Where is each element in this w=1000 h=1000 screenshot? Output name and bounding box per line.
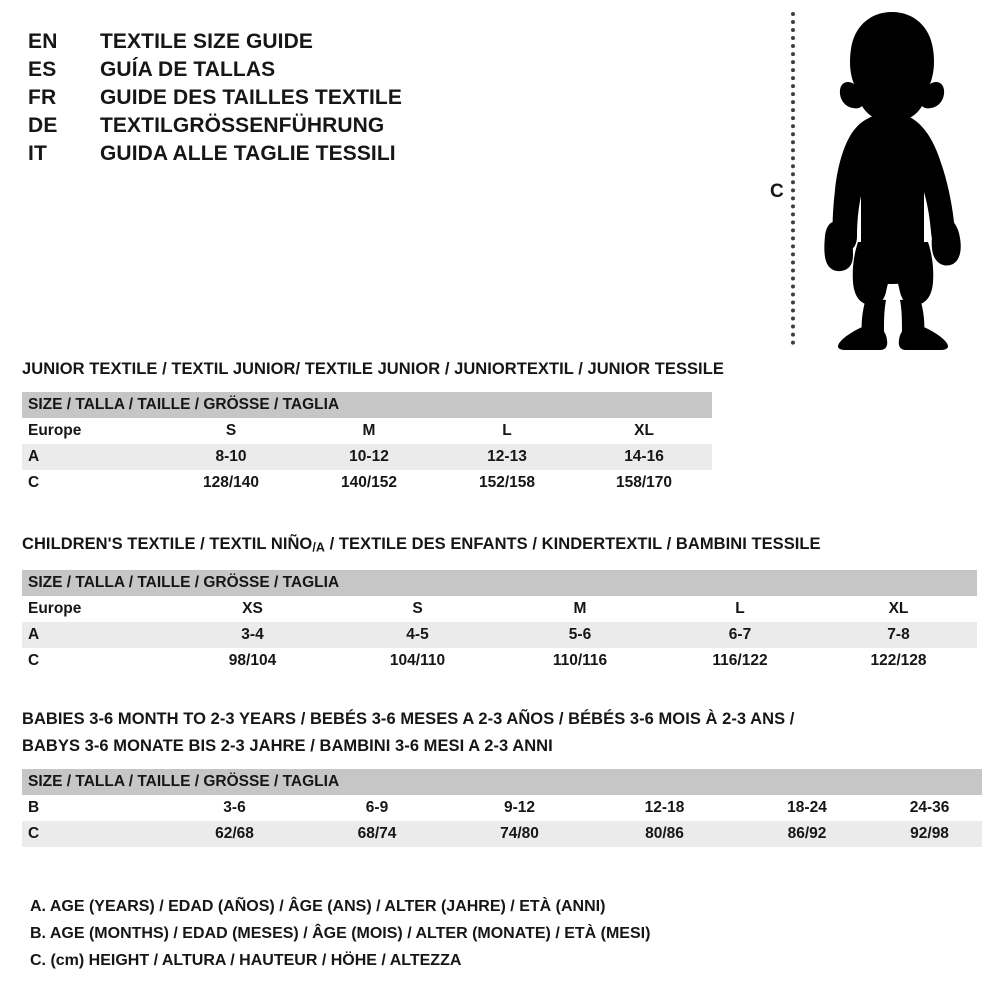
- children-height-xl: 122/128: [820, 648, 977, 675]
- junior-size-l: L: [438, 418, 576, 444]
- legend-line-b: B. AGE (MONTHS) / EDAD (MESES) / ÂGE (MO…: [30, 925, 651, 942]
- height-axis-label: C: [770, 181, 784, 202]
- children-size-band-label: SIZE / TALLA / TAILLE / GRÖSSE / TAGLIA: [22, 570, 977, 597]
- children-section-title: CHILDREN'S TEXTILE / TEXTIL NIÑO/A / TEX…: [22, 533, 977, 559]
- legend-line-a: A. AGE (YEARS) / EDAD (AÑOS) / ÂGE (ANS)…: [30, 898, 606, 915]
- junior-size-s: S: [162, 418, 300, 444]
- language-header-block: EN TEXTILE SIZE GUIDE ES GUÍA DE TALLAS …: [28, 28, 448, 168]
- babies-months-4: 12-18: [592, 795, 737, 821]
- language-row-en: EN TEXTILE SIZE GUIDE: [28, 28, 448, 56]
- babies-size-band-label: SIZE / TALLA / TAILLE / GRÖSSE / TAGLIA: [22, 769, 983, 795]
- junior-size-m: M: [300, 418, 438, 444]
- children-textile-section: CHILDREN'S TEXTILE / TEXTIL NIÑO/A / TEX…: [22, 533, 977, 675]
- table-row: C 128/140 140/152 152/158 158/170: [22, 470, 713, 496]
- junior-size-band-label: SIZE / TALLA / TAILLE / GRÖSSE / TAGLIA: [22, 392, 713, 418]
- junior-age-s: 8-10: [162, 444, 300, 470]
- babies-months-1: 3-6: [162, 795, 307, 821]
- children-size-s: S: [335, 596, 500, 623]
- junior-section-title: JUNIOR TEXTILE / TEXTIL JUNIOR/ TEXTILE …: [22, 360, 724, 378]
- children-height-l: 116/122: [660, 648, 820, 675]
- junior-height-xl: 158/170: [576, 470, 713, 496]
- children-height-xs: 98/104: [170, 648, 335, 675]
- table-row: A 8-10 10-12 12-13 14-16: [22, 444, 713, 470]
- language-code-es: ES: [28, 58, 57, 81]
- children-size-m: M: [500, 596, 660, 623]
- children-height-m: 110/116: [500, 648, 660, 675]
- babies-height-6: 92/98: [877, 821, 983, 847]
- babies-months-6: 24-36: [877, 795, 983, 821]
- language-code-de: DE: [28, 114, 58, 137]
- babies-section-title-line1: BABIES 3-6 MONTH TO 2-3 YEARS / BEBÉS 3-…: [22, 710, 795, 728]
- children-age-xl: 7-8: [820, 622, 977, 649]
- children-table-band-row: SIZE / TALLA / TAILLE / GRÖSSE / TAGLIA: [22, 570, 977, 597]
- language-row-it: IT GUIDA ALLE TAGLIE TESSILI: [28, 140, 448, 168]
- junior-table-band-row: SIZE / TALLA / TAILLE / GRÖSSE / TAGLIA: [22, 392, 713, 418]
- table-row: C 98/104 104/110 110/116 116/122 122/128: [22, 648, 977, 675]
- table-row: A 3-4 4-5 5-6 6-7 7-8: [22, 622, 977, 649]
- junior-height-s: 128/140: [162, 470, 300, 496]
- guide-title-it: GUIDA ALLE TAGLIE TESSILI: [100, 142, 396, 165]
- junior-textile-section: JUNIOR TEXTILE / TEXTIL JUNIOR/ TEXTILE …: [22, 358, 724, 496]
- babies-height-5: 86/92: [737, 821, 877, 847]
- junior-size-xl: XL: [576, 418, 713, 444]
- legend-line-c: C. (cm) HEIGHT / ALTURA / HAUTEUR / HÖHE…: [30, 952, 462, 969]
- junior-age-l: 12-13: [438, 444, 576, 470]
- children-age-xs: 3-4: [170, 622, 335, 649]
- children-row-label-a: A: [22, 622, 170, 649]
- child-silhouette-icon: [824, 12, 961, 350]
- children-size-l: L: [660, 596, 820, 623]
- junior-age-xl: 14-16: [576, 444, 713, 470]
- babies-size-table: SIZE / TALLA / TAILLE / GRÖSSE / TAGLIA …: [22, 769, 983, 847]
- babies-table-band-row: SIZE / TALLA / TAILLE / GRÖSSE / TAGLIA: [22, 769, 983, 795]
- children-size-xs: XS: [170, 596, 335, 623]
- guide-title-en: TEXTILE SIZE GUIDE: [100, 30, 313, 53]
- language-code-fr: FR: [28, 86, 57, 109]
- guide-title-de: TEXTILGRÖSSENFÜHRUNG: [100, 114, 385, 137]
- children-size-xl: XL: [820, 596, 977, 623]
- children-title-gender-suffix: /A: [312, 540, 325, 555]
- babies-height-1: 62/68: [162, 821, 307, 847]
- table-row: Europe XS S M L XL: [22, 596, 977, 623]
- legend-block: A. AGE (YEARS) / EDAD (AÑOS) / ÂGE (ANS)…: [30, 893, 730, 974]
- babies-textile-section: BABIES 3-6 MONTH TO 2-3 YEARS / BEBÉS 3-…: [22, 708, 983, 847]
- babies-months-2: 6-9: [307, 795, 447, 821]
- children-height-s: 104/110: [335, 648, 500, 675]
- language-code-en: EN: [28, 30, 58, 53]
- children-age-l: 6-7: [660, 622, 820, 649]
- junior-row-label-europe: Europe: [22, 418, 162, 444]
- children-age-s: 4-5: [335, 622, 500, 649]
- children-title-part1: CHILDREN'S TEXTILE / TEXTIL NIÑO: [22, 535, 313, 553]
- junior-height-m: 140/152: [300, 470, 438, 496]
- babies-row-label-b: B: [22, 795, 162, 821]
- guide-title-fr: GUIDE DES TAILLES TEXTILE: [100, 86, 402, 109]
- language-row-es: ES GUÍA DE TALLAS: [28, 56, 448, 84]
- babies-height-3: 74/80: [447, 821, 592, 847]
- children-age-m: 5-6: [500, 622, 660, 649]
- babies-height-4: 80/86: [592, 821, 737, 847]
- language-row-de: DE TEXTILGRÖSSENFÜHRUNG: [28, 112, 448, 140]
- junior-row-label-c: C: [22, 470, 162, 496]
- babies-row-label-c: C: [22, 821, 162, 847]
- table-row: B 3-6 6-9 9-12 12-18 18-24 24-36: [22, 795, 983, 821]
- junior-row-label-a: A: [22, 444, 162, 470]
- junior-size-table: SIZE / TALLA / TAILLE / GRÖSSE / TAGLIA …: [22, 392, 713, 496]
- babies-height-2: 68/74: [307, 821, 447, 847]
- babies-months-3: 9-12: [447, 795, 592, 821]
- table-row: Europe S M L XL: [22, 418, 713, 444]
- junior-height-l: 152/158: [438, 470, 576, 496]
- table-row: C 62/68 68/74 74/80 80/86 86/92 92/98: [22, 821, 983, 847]
- language-code-it: IT: [28, 142, 48, 165]
- guide-title-es: GUÍA DE TALLAS: [100, 58, 276, 81]
- height-measurement-figure: C: [760, 0, 1000, 355]
- children-row-label-europe: Europe: [22, 596, 170, 623]
- children-row-label-c: C: [22, 648, 170, 675]
- babies-months-5: 18-24: [737, 795, 877, 821]
- babies-section-title-line2: BABYS 3-6 MONATE BIS 2-3 JAHRE / BAMBINI…: [22, 737, 553, 755]
- children-size-table: SIZE / TALLA / TAILLE / GRÖSSE / TAGLIA …: [22, 570, 977, 675]
- language-row-fr: FR GUIDE DES TAILLES TEXTILE: [28, 84, 448, 112]
- height-dotted-line-icon: [791, 12, 795, 345]
- children-title-part2: / TEXTILE DES ENFANTS / KINDERTEXTIL / B…: [324, 535, 821, 553]
- junior-age-m: 10-12: [300, 444, 438, 470]
